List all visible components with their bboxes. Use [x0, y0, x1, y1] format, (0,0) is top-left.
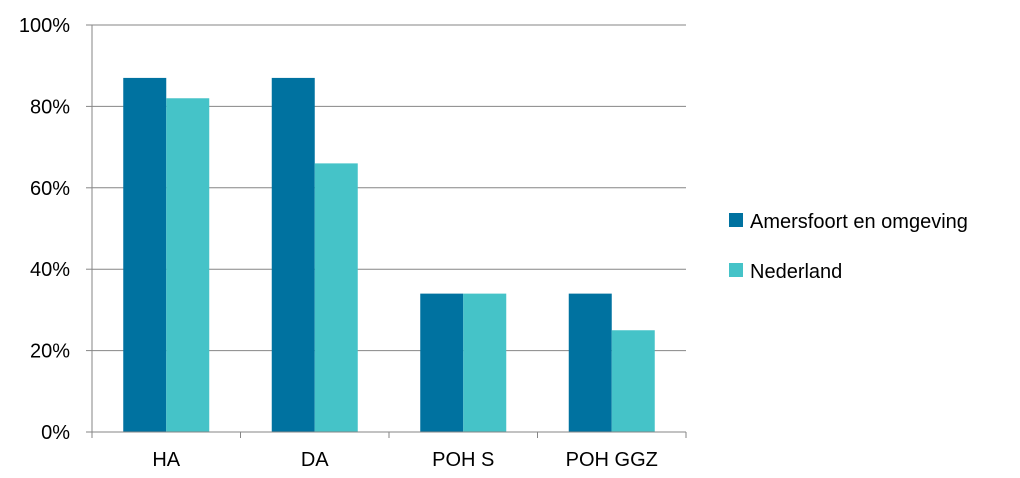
y-tick-label: 80% — [30, 96, 70, 118]
legend: Amersfoort en omgeving Nederland — [729, 211, 968, 283]
bar — [166, 98, 210, 432]
bar — [420, 293, 464, 432]
x-tick-label: HA — [152, 449, 180, 471]
x-tick-label: POH S — [432, 449, 494, 471]
axes — [86, 24, 687, 438]
bar — [463, 293, 507, 432]
legend-label: Amersfoort en omgeving — [750, 211, 968, 233]
bar — [271, 77, 315, 432]
bar — [568, 293, 612, 432]
y-tick-label: 60% — [30, 178, 70, 200]
legend-swatch — [729, 263, 743, 277]
bar — [123, 77, 167, 432]
x-tick-label: DA — [301, 449, 329, 471]
x-tick-labels: HA DA POH S POH GGZ — [152, 449, 658, 471]
x-tick-label: POH GGZ — [566, 449, 658, 471]
y-tick-label: 20% — [30, 341, 70, 363]
legend-label: Nederland — [750, 261, 842, 283]
y-tick-labels: 0% 20% 40% 60% 80% 100% — [19, 15, 70, 444]
y-tick-label: 40% — [30, 259, 70, 281]
bar — [314, 163, 358, 432]
y-tick-label: 0% — [41, 422, 70, 444]
legend-swatch — [729, 213, 743, 227]
bars — [123, 77, 655, 432]
y-tick-label: 100% — [19, 15, 70, 37]
bar — [611, 330, 655, 432]
